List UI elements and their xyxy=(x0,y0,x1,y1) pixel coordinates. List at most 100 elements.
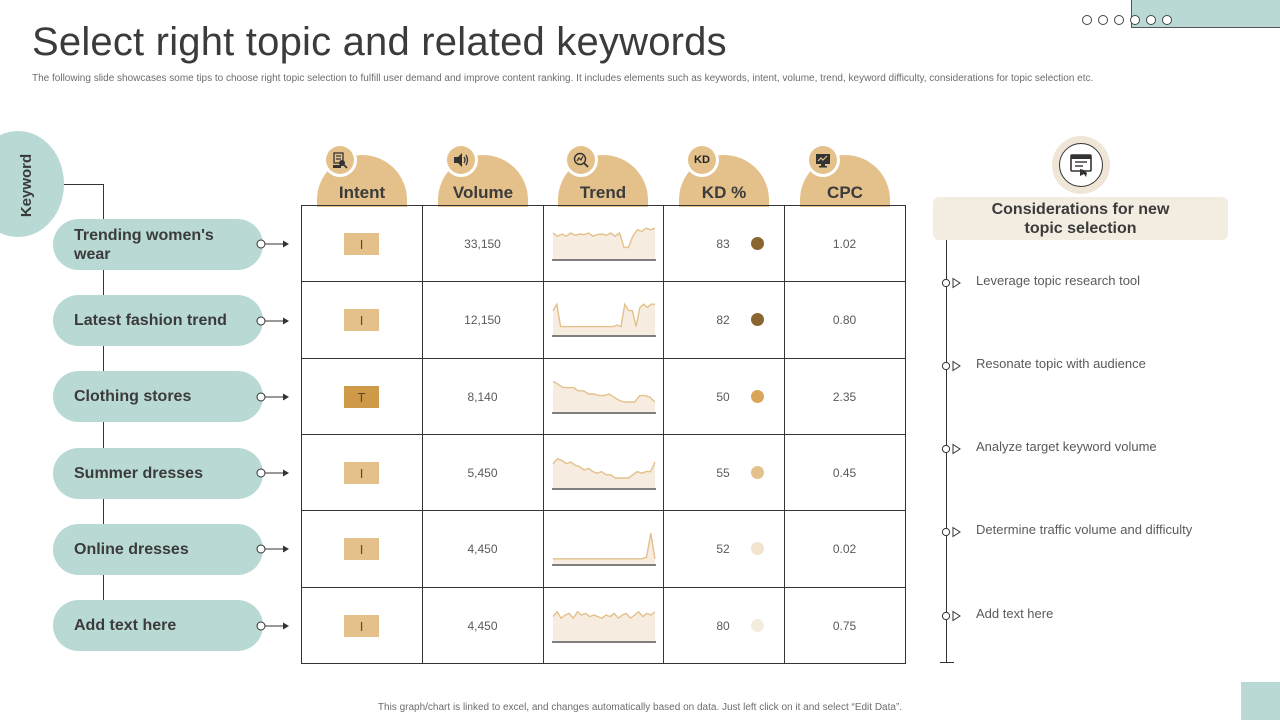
intent-badge: T xyxy=(344,386,379,408)
monitor-chart-icon xyxy=(806,143,840,177)
consideration-item: Resonate topic with audience xyxy=(976,356,1146,371)
volume-value: 4,450 xyxy=(467,619,498,633)
trend-sparkline xyxy=(552,302,656,337)
cpc-value: 0.75 xyxy=(832,619,857,633)
keyword-pill: Clothing stores xyxy=(53,371,263,422)
dot-icon xyxy=(1162,15,1172,25)
dot-icon xyxy=(1146,15,1156,25)
arrow-right-icon xyxy=(256,239,289,249)
cpc-value: 0.45 xyxy=(832,466,857,480)
timeline-base xyxy=(940,662,954,663)
keyword-pill: Online dresses xyxy=(53,524,263,575)
keyword-pill-label: Summer dresses xyxy=(74,465,203,482)
cpc-value: 2.35 xyxy=(832,390,857,404)
dot-icon xyxy=(1098,15,1108,25)
volume-value: 5,450 xyxy=(467,466,498,480)
intent-badge: I xyxy=(344,615,379,637)
column-header-label: Volume xyxy=(452,183,514,202)
trend-line xyxy=(552,380,656,403)
kd-value: 52 xyxy=(716,542,730,556)
arrow-right-icon xyxy=(256,392,289,402)
dot-icon xyxy=(1114,15,1124,25)
magnify-chart-icon xyxy=(564,143,598,177)
pagination-dots xyxy=(1082,15,1172,25)
page-title: Select right topic and related keywords xyxy=(32,20,727,64)
trend-line xyxy=(552,227,656,249)
keyword-pill: Summer dresses xyxy=(53,448,263,499)
kd-value: 50 xyxy=(716,390,730,404)
kd-value: 80 xyxy=(716,619,730,633)
keyword-label: Keyword xyxy=(0,150,54,220)
arrow-right-icon xyxy=(256,468,289,478)
volume-value: 33,150 xyxy=(464,237,501,251)
trend-area xyxy=(553,611,655,641)
play-marker-icon xyxy=(941,526,961,538)
bottom-corner-decoration xyxy=(1241,682,1280,720)
cpc-value: 1.02 xyxy=(832,237,857,251)
checklist-hand-icon xyxy=(1052,136,1110,194)
row-divider xyxy=(302,358,905,359)
volume-value: 4,450 xyxy=(467,542,498,556)
trend-sparkline xyxy=(552,610,656,643)
considerations-title: Considerations for new topic selection xyxy=(933,197,1228,240)
play-marker-icon xyxy=(941,610,961,622)
keyword-pill-label: Add text here xyxy=(74,617,177,634)
keyword-metrics-table xyxy=(301,205,906,664)
intent-badge: I xyxy=(344,462,379,484)
kd-indicator-dot xyxy=(751,542,764,555)
arrow-right-icon xyxy=(256,544,289,554)
kd-indicator-dot xyxy=(751,313,764,326)
trend-area xyxy=(553,304,655,335)
kd-indicator-dot xyxy=(751,237,764,250)
row-divider xyxy=(302,510,905,511)
kd-icon: KD xyxy=(685,143,719,177)
connector-line xyxy=(64,184,104,185)
row-divider xyxy=(302,587,905,588)
dot-icon xyxy=(1082,15,1092,25)
trend-sparkline xyxy=(552,227,656,261)
arrow-right-icon xyxy=(256,316,289,326)
page-subtitle: The following slide showcases some tips … xyxy=(32,73,1094,84)
consideration-item: Leverage topic research tool xyxy=(976,273,1141,288)
dot-icon xyxy=(1130,15,1140,25)
keyword-pill: Add text here xyxy=(53,600,263,651)
corner-decoration xyxy=(1131,0,1280,28)
speaker-icon xyxy=(444,143,478,177)
trend-area xyxy=(553,381,655,412)
keyword-pill: Latest fashion trend xyxy=(53,295,263,346)
row-divider xyxy=(302,281,905,282)
intent-badge: I xyxy=(344,538,379,560)
search-person-icon xyxy=(323,143,357,177)
cpc-value: 0.80 xyxy=(832,313,857,327)
row-divider xyxy=(302,434,905,435)
corner-decoration-edge xyxy=(1131,0,1132,28)
volume-value: 12,150 xyxy=(464,313,501,327)
trend-line xyxy=(552,302,655,328)
keyword-pill: Trending women's wear xyxy=(53,219,263,270)
consideration-item: Analyze target keyword volume xyxy=(976,439,1157,454)
play-marker-icon xyxy=(941,277,961,289)
trend-sparkline xyxy=(552,380,656,414)
cpc-value: 0.02 xyxy=(832,542,857,556)
volume-value: 8,140 xyxy=(467,390,498,404)
play-marker-icon xyxy=(941,360,961,372)
column-header-label: KD % xyxy=(701,183,747,202)
trend-area xyxy=(553,228,655,259)
kd-value: 82 xyxy=(716,313,730,327)
column-header-label: Intent xyxy=(338,183,386,202)
intent-badge: I xyxy=(344,233,379,255)
trend-sparkline xyxy=(552,533,656,566)
arrow-right-icon xyxy=(256,621,289,631)
kd-indicator-dot xyxy=(751,390,764,403)
kd-indicator-dot xyxy=(751,466,764,479)
keyword-label-text: Keyword xyxy=(18,153,36,217)
keyword-pill-label: Online dresses xyxy=(74,541,189,558)
footer-note: This graph/chart is linked to excel, and… xyxy=(377,702,903,713)
trend-sparkline xyxy=(552,457,656,490)
keyword-pill-label: Clothing stores xyxy=(74,388,192,405)
trend-line xyxy=(552,457,656,479)
kd-value: 83 xyxy=(716,237,730,251)
kd-indicator-dot xyxy=(751,619,764,632)
keyword-pill-label: Trending women's wear xyxy=(74,226,214,263)
trend-area xyxy=(553,533,655,564)
